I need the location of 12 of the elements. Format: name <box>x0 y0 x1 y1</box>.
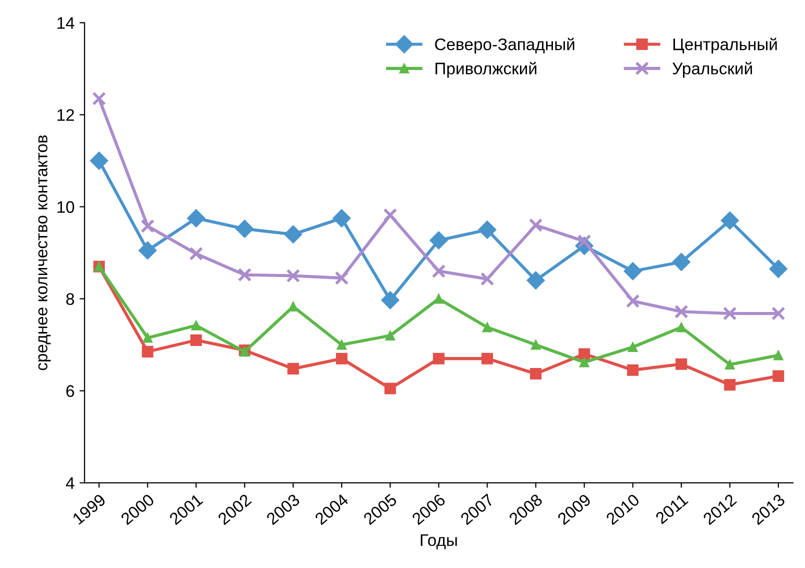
y-axis-title: среднее количество контактов <box>38 135 51 370</box>
y-tick-label: 10 <box>58 201 74 213</box>
y-tick-label: 14 <box>58 17 74 29</box>
y-tick-label: 8 <box>66 293 74 305</box>
legend-label: Северо-Западный <box>435 38 574 54</box>
y-tick-label: 12 <box>58 109 74 121</box>
legend-label: Центральный <box>673 38 777 54</box>
legend-label: Приволжский <box>436 62 536 78</box>
y-tick-label: 4 <box>66 477 74 489</box>
x-axis-title: Годы <box>420 534 457 550</box>
y-tick-label: 6 <box>66 385 74 397</box>
legend-label: Уральский <box>672 62 752 78</box>
